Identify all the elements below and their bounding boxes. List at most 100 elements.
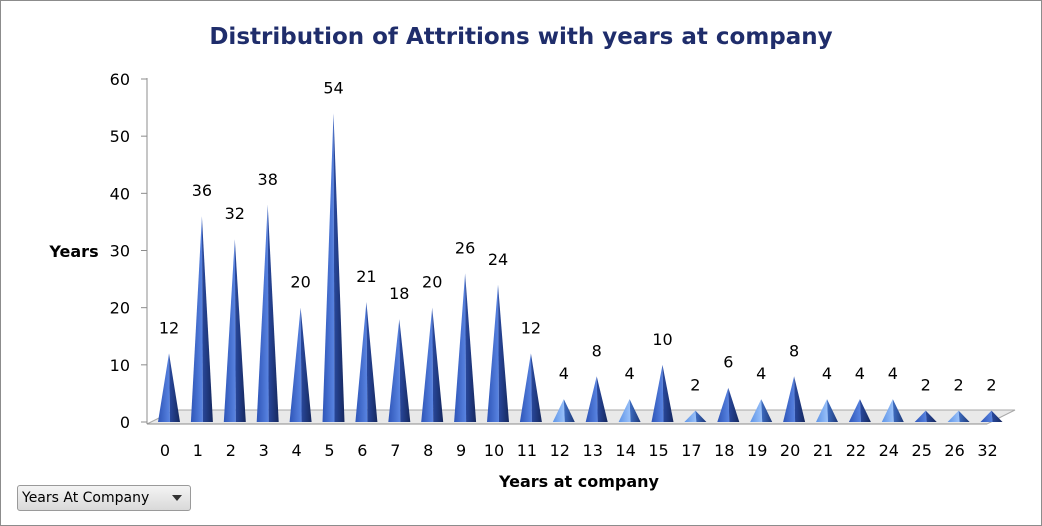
y-tick-label: 30 bbox=[110, 242, 130, 261]
bar bbox=[388, 319, 411, 422]
bar-shade bbox=[498, 284, 509, 422]
bar-face bbox=[519, 353, 532, 422]
bar-shade bbox=[399, 319, 411, 422]
bar bbox=[750, 399, 773, 422]
bar-face bbox=[750, 399, 763, 422]
x-tick-label: 22 bbox=[846, 441, 866, 460]
bar bbox=[914, 410, 937, 422]
x-tick-label: 3 bbox=[259, 441, 269, 460]
bar-shade bbox=[596, 376, 608, 422]
data-label: 32 bbox=[225, 204, 245, 223]
data-label: 4 bbox=[756, 364, 766, 383]
y-axis-title: Years bbox=[48, 242, 98, 261]
data-label: 24 bbox=[488, 250, 508, 269]
bar-shade bbox=[530, 353, 542, 422]
bar-face bbox=[585, 376, 598, 422]
y-tick-label: 10 bbox=[110, 356, 130, 375]
x-tick-label: 10 bbox=[484, 441, 504, 460]
bar-shade bbox=[432, 307, 444, 422]
x-tick-label: 13 bbox=[583, 441, 603, 460]
chart-title: Distribution of Attritions with years at… bbox=[209, 24, 832, 50]
bar-shade bbox=[761, 399, 773, 422]
bar-shade bbox=[827, 399, 838, 422]
x-tick-label: 1 bbox=[193, 441, 203, 460]
field-button-label: Years At Company bbox=[22, 490, 150, 506]
bar-shade bbox=[859, 399, 871, 422]
bar-face bbox=[256, 204, 269, 422]
y-tick-label: 40 bbox=[110, 184, 130, 203]
x-tick-label: 17 bbox=[681, 441, 701, 460]
bar bbox=[454, 273, 477, 422]
x-tick-label: 20 bbox=[780, 441, 800, 460]
bar-face bbox=[651, 364, 664, 422]
data-label: 2 bbox=[954, 376, 964, 395]
bar bbox=[585, 376, 608, 422]
data-label: 38 bbox=[258, 170, 278, 189]
bar bbox=[190, 216, 213, 422]
bar bbox=[322, 113, 345, 423]
bar bbox=[980, 410, 1003, 422]
data-label: 10 bbox=[652, 330, 672, 349]
data-label: 12 bbox=[521, 318, 541, 337]
bar-face bbox=[848, 399, 861, 422]
y-tick-label: 0 bbox=[120, 413, 130, 432]
x-tick-label: 6 bbox=[357, 441, 367, 460]
bar-face bbox=[158, 353, 170, 422]
bar-shade bbox=[201, 216, 213, 422]
bar bbox=[947, 410, 970, 422]
bar-face bbox=[816, 399, 828, 422]
bar-face bbox=[717, 387, 730, 422]
data-label: 8 bbox=[789, 341, 799, 360]
y-axis: 0 10 20 30 40 50 60 bbox=[110, 70, 147, 432]
bar bbox=[519, 353, 542, 422]
bar bbox=[783, 376, 806, 422]
data-label: 54 bbox=[323, 78, 343, 97]
data-label: 4 bbox=[888, 364, 898, 383]
bar-shade bbox=[366, 301, 378, 422]
x-axis: 0 1 2 3 4 5 6 7 8 9 10 11 12 13 14 15 17 18 19 20 21 22 24 25 26… bbox=[160, 441, 998, 460]
data-label: 4 bbox=[822, 364, 832, 383]
bar-shade bbox=[465, 273, 477, 422]
x-tick-label: 19 bbox=[747, 441, 767, 460]
bar-shade bbox=[267, 204, 279, 422]
x-tick-label: 18 bbox=[714, 441, 734, 460]
bar-face bbox=[881, 399, 894, 422]
y-tick-label: 50 bbox=[110, 127, 130, 146]
x-tick-label: 8 bbox=[423, 441, 433, 460]
x-tick-label: 24 bbox=[879, 441, 899, 460]
y-tick-label: 60 bbox=[110, 70, 130, 89]
bar-shade bbox=[662, 364, 674, 422]
x-tick-label: 7 bbox=[390, 441, 400, 460]
bar bbox=[223, 239, 246, 422]
chevron-down-icon bbox=[172, 495, 182, 501]
bar-face bbox=[289, 307, 302, 422]
bar-shade bbox=[333, 113, 345, 423]
bar-shade bbox=[991, 410, 1003, 422]
bar bbox=[289, 307, 312, 422]
x-tick-label: 32 bbox=[977, 441, 997, 460]
bar-face bbox=[618, 399, 631, 422]
x-tick-label: 0 bbox=[160, 441, 170, 460]
data-label: 2 bbox=[690, 376, 700, 395]
years-at-company-field-button[interactable]: Years At Company bbox=[17, 485, 191, 511]
bar bbox=[552, 399, 575, 422]
bar bbox=[881, 399, 904, 422]
bar bbox=[421, 307, 444, 422]
bars bbox=[158, 113, 1003, 423]
bar-shade bbox=[728, 387, 740, 422]
bar bbox=[717, 387, 740, 422]
x-tick-label: 5 bbox=[324, 441, 334, 460]
bar bbox=[816, 399, 838, 422]
data-label: 20 bbox=[290, 273, 310, 292]
bar-shade bbox=[169, 353, 180, 422]
x-tick-label: 9 bbox=[456, 441, 466, 460]
x-axis-title: Years at company bbox=[498, 472, 660, 491]
bar-face bbox=[421, 307, 434, 422]
x-tick-label: 12 bbox=[550, 441, 570, 460]
bar-face bbox=[684, 410, 697, 422]
bar-face bbox=[783, 376, 796, 422]
data-label: 2 bbox=[921, 376, 931, 395]
bar bbox=[487, 284, 509, 422]
data-label: 8 bbox=[592, 341, 602, 360]
